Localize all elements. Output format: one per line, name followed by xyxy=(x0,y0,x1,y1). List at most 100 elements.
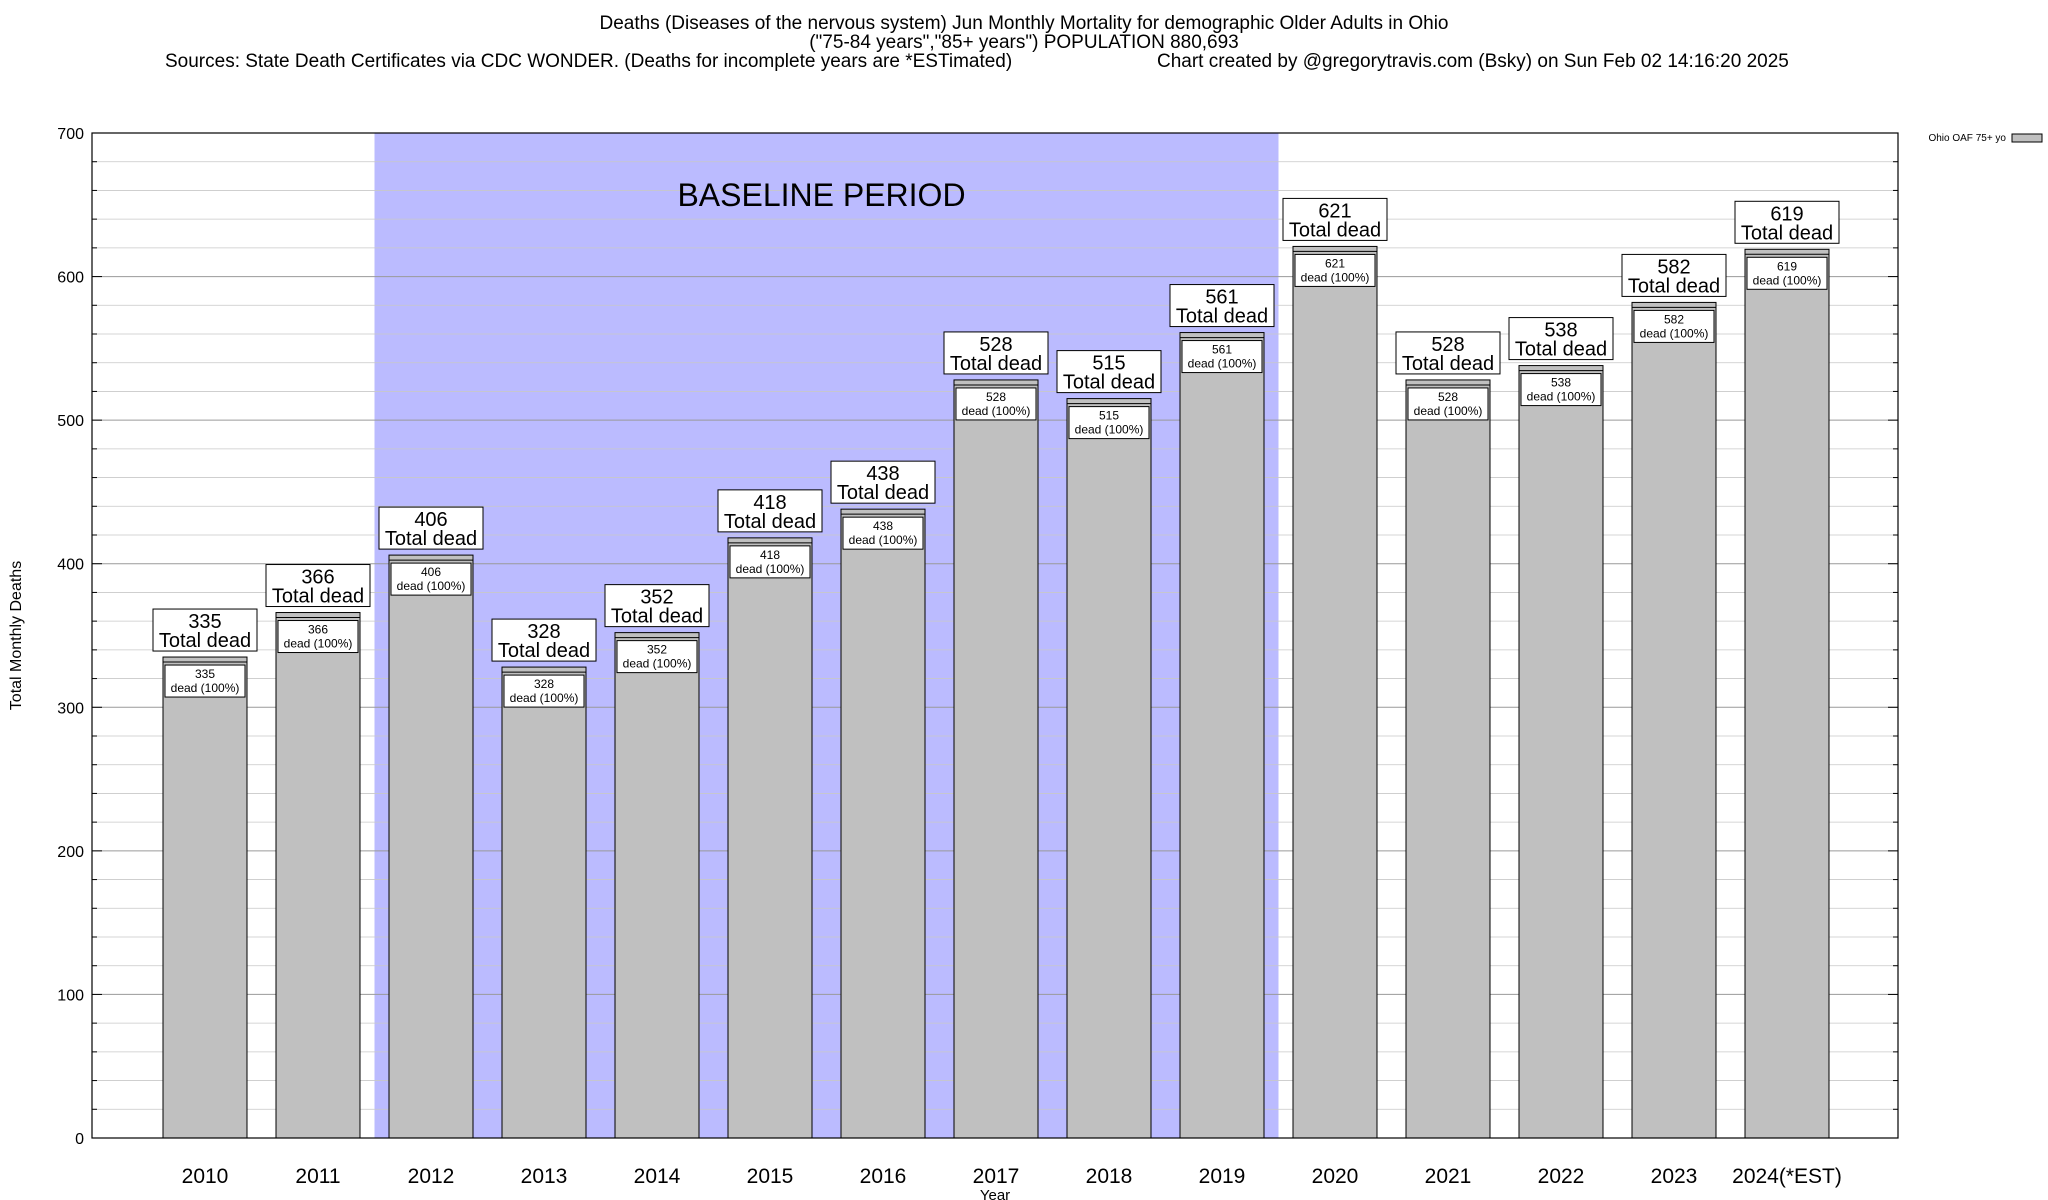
bar-total-value: 335 xyxy=(188,611,221,633)
bar-inner-label-box xyxy=(1746,256,1828,290)
bar-total-label-box xyxy=(717,489,823,533)
bar xyxy=(953,379,1039,1139)
bar-inner-value: 621 xyxy=(1325,256,1345,270)
bar-inner-value: 561 xyxy=(1212,343,1232,357)
bar-total-value: 418 xyxy=(753,492,786,514)
bar-inner-label: dead (100%) xyxy=(623,657,692,671)
bar-total-label-box xyxy=(1621,253,1727,297)
chart-subtitle: ("75-84 years","85+ years") POPULATION 8… xyxy=(809,32,1239,53)
chart-title: Deaths (Diseases of the nervous system) … xyxy=(599,13,1449,34)
bar-total-label-box xyxy=(265,564,371,608)
y-tick-label: 0 xyxy=(75,1131,84,1148)
bar-total-value: 528 xyxy=(1431,334,1464,356)
chart-header: Deaths (Diseases of the nervous system) … xyxy=(0,14,2048,128)
bar-inner-label-box xyxy=(1068,406,1150,440)
bar xyxy=(501,666,587,1139)
bar-total-label-box xyxy=(943,331,1049,375)
bar-inner-value: 335 xyxy=(195,667,215,681)
bar-total-value: 621 xyxy=(1318,200,1351,222)
bar-inner-label: dead (100%) xyxy=(284,637,353,651)
legend-swatch xyxy=(2011,133,2043,143)
bar-total-label: Total dead xyxy=(611,606,703,628)
bar xyxy=(840,508,926,1139)
bar-inner-label-box xyxy=(1181,340,1263,374)
bar-inner-label: dead (100%) xyxy=(1640,326,1709,340)
bar-inner-label: dead (100%) xyxy=(736,562,805,576)
bar-inner-value: 328 xyxy=(534,677,554,691)
bar-total-label: Total dead xyxy=(837,482,929,504)
bar-inner-label: dead (100%) xyxy=(1075,423,1144,437)
bar-total-label: Total dead xyxy=(1741,222,1833,244)
chart-credit: Chart created by @gregorytravis.com (Bsk… xyxy=(1157,51,1789,72)
bar xyxy=(1179,332,1265,1139)
bar-total-label-box xyxy=(1508,317,1614,361)
bar-inner-label-box xyxy=(503,674,585,708)
bar xyxy=(1405,379,1491,1139)
bar-total-label-box xyxy=(1734,200,1840,244)
y-tick-label: 400 xyxy=(57,557,84,574)
bar-total-label: Total dead xyxy=(1515,339,1607,361)
y-axis-label: Total Monthly Deaths xyxy=(8,561,25,710)
bar-inner-label-box xyxy=(729,545,811,579)
bar-inner-label-box xyxy=(616,640,698,674)
bar-total-label: Total dead xyxy=(159,630,251,652)
baseline-period-label: BASELINE PERIOD xyxy=(677,177,965,213)
bar-inner-value: 438 xyxy=(873,519,893,533)
x-tick-label: 2015 xyxy=(747,1165,794,1188)
bar-total-label-box xyxy=(830,460,936,504)
legend-label: Ohio OAF 75+ yo xyxy=(1928,133,2006,144)
bar-total-value: 352 xyxy=(640,587,673,609)
bar xyxy=(1066,398,1152,1139)
bar-total-label-box xyxy=(491,618,597,662)
bar-inner-value: 406 xyxy=(421,565,441,579)
bar-inner-label-box xyxy=(1407,387,1489,421)
bar-total-value: 515 xyxy=(1092,353,1125,375)
bar-inner-label: dead (100%) xyxy=(1188,357,1257,371)
x-tick-label: 2013 xyxy=(521,1165,568,1188)
sources-line: Sources: State Death Certificates via CD… xyxy=(0,52,2048,128)
x-tick-label: 2016 xyxy=(860,1165,907,1188)
bar-inner-label: dead (100%) xyxy=(1527,390,1596,404)
bar-inner-value: 528 xyxy=(986,390,1006,404)
bar-total-label-box xyxy=(1169,284,1275,328)
bar xyxy=(162,656,248,1139)
x-tick-label: 2020 xyxy=(1312,1165,1359,1188)
bar-inner-label: dead (100%) xyxy=(1414,404,1483,418)
bar-inner-value: 538 xyxy=(1551,376,1571,390)
bar-total-label: Total dead xyxy=(1289,219,1381,241)
x-tick-label: 2014 xyxy=(634,1165,681,1188)
x-tick-label: 2021 xyxy=(1425,1165,1472,1188)
x-tick-label: 2022 xyxy=(1538,1165,1585,1188)
bar-total-value: 328 xyxy=(527,621,560,643)
bar-inner-label-box xyxy=(842,516,924,550)
x-tick-label: 2024(*EST) xyxy=(1732,1165,1842,1188)
bar-inner-label-box xyxy=(1520,373,1602,407)
x-tick-label: 2010 xyxy=(182,1165,229,1188)
bar-inner-value: 352 xyxy=(647,643,667,657)
bar-inner-label: dead (100%) xyxy=(510,691,579,705)
bar-inner-label: dead (100%) xyxy=(1753,273,1822,287)
bar-total-label-box xyxy=(378,506,484,550)
bar xyxy=(614,632,700,1139)
bar-inner-label-box xyxy=(1633,309,1715,343)
bar-inner-value: 619 xyxy=(1777,259,1797,273)
bar-total-label-box xyxy=(604,584,710,628)
bar-total-label: Total dead xyxy=(950,353,1042,375)
bar-total-label: Total dead xyxy=(498,640,590,662)
bar-total-label: Total dead xyxy=(1063,372,1155,394)
x-tick-label: 2018 xyxy=(1086,1165,1133,1188)
x-axis-label: Year xyxy=(980,1187,1010,1200)
y-tick-label: 500 xyxy=(57,413,84,430)
bar-inner-label: dead (100%) xyxy=(962,404,1031,418)
bar xyxy=(727,537,813,1139)
bar-inner-label-box xyxy=(955,387,1037,421)
y-tick-label: 200 xyxy=(57,844,84,861)
bar-total-label-box xyxy=(1395,331,1501,375)
y-tick-label: 700 xyxy=(57,126,84,143)
bar-inner-value: 528 xyxy=(1438,390,1458,404)
bar-total-label: Total dead xyxy=(1176,306,1268,328)
bar-inner-label-box xyxy=(277,620,359,654)
bar-inner-value: 582 xyxy=(1664,312,1684,326)
bar-inner-label: dead (100%) xyxy=(171,681,240,695)
bar xyxy=(1744,248,1830,1139)
